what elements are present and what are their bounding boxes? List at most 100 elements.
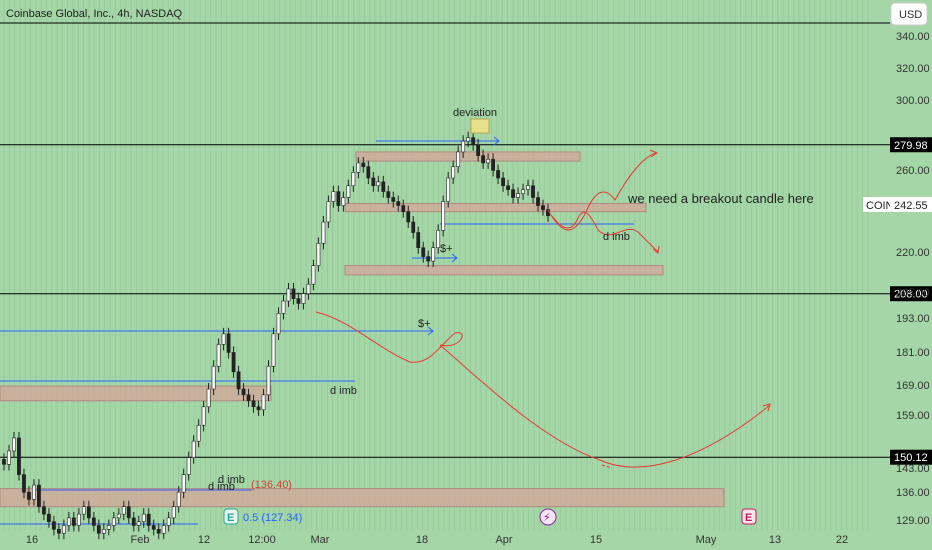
- deviation-label: deviation: [453, 107, 497, 119]
- x-tick-label: Mar: [311, 534, 330, 546]
- candle-body: [341, 197, 346, 206]
- candle-body: [511, 189, 515, 198]
- candle-body: [246, 394, 251, 402]
- projection-dashed-path: [601, 464, 613, 469]
- blue-arrow-upper: [493, 136, 500, 146]
- candle-body: [27, 491, 31, 500]
- candle-body: [56, 529, 61, 534]
- candle-body: [206, 388, 211, 408]
- x-tick-label: 12:00: [248, 534, 276, 546]
- level-box-279.98: [890, 137, 932, 153]
- candle-body: [166, 517, 171, 526]
- candle-body: [12, 437, 16, 452]
- low-zone: [344, 265, 664, 276]
- candle-body: [361, 162, 366, 167]
- flash-icon: [539, 508, 557, 526]
- y-tick-label: 260.00: [896, 165, 930, 177]
- x-tick-label: Feb: [131, 534, 150, 546]
- candle-body: [306, 283, 311, 295]
- candle-body: [326, 201, 331, 223]
- liq-upper-label: $+: [440, 243, 453, 255]
- candle-body: [91, 517, 96, 526]
- candle-body: [201, 406, 206, 426]
- candle-body: [116, 513, 121, 519]
- blue-arrow-low: [451, 253, 458, 263]
- candle-body: [37, 484, 41, 508]
- candle-body: [486, 158, 491, 164]
- currency-button[interactable]: USD: [890, 2, 928, 26]
- candle-body: [161, 525, 166, 534]
- candle-body: [76, 513, 81, 526]
- candle-body: [186, 457, 191, 475]
- candle-body: [236, 371, 241, 390]
- candle-body: [406, 211, 411, 223]
- candle-body: [316, 243, 321, 266]
- candle-body: [241, 388, 246, 396]
- candle-body: [7, 450, 11, 465]
- candle-body: [366, 166, 371, 179]
- projection-up-path: [547, 152, 657, 231]
- candle-body: [276, 313, 281, 335]
- annotations: deviation we need a breakout candle here…: [208, 107, 814, 526]
- x-tick-label: 15: [590, 534, 602, 546]
- candle-body: [421, 247, 426, 257]
- projection-main-path: [315, 311, 771, 468]
- candle-body: [436, 230, 441, 249]
- candle-body: [71, 517, 76, 526]
- fib-label: 0.5 (127.34): [243, 512, 302, 524]
- candle-body: [191, 440, 196, 458]
- top-zone: [355, 151, 581, 162]
- candle-body: [471, 137, 476, 146]
- earnings-icon-1-label: E: [227, 512, 234, 524]
- x-tick-label: 22: [836, 534, 848, 546]
- candle-body: [506, 185, 510, 190]
- candle-body: [196, 424, 201, 442]
- candle-body: [226, 333, 231, 353]
- y-tick-label: 193.00: [896, 313, 930, 325]
- symbol-tag-text: COIN: [866, 200, 894, 212]
- x-tick-label: Apr: [495, 534, 512, 546]
- candle-body: [291, 288, 296, 299]
- y-tick-label: 320.00: [896, 63, 930, 75]
- candle-body: [17, 437, 21, 475]
- y-tick-label: 159.00: [896, 410, 930, 422]
- candle-body: [371, 177, 376, 187]
- candle-body: [52, 521, 56, 530]
- candle-body: [516, 193, 520, 198]
- candle-body: [311, 265, 316, 285]
- candle-body: [101, 529, 106, 534]
- chart-grid: [3, 0, 869, 530]
- level-text-150.12: 150.12: [894, 452, 928, 464]
- candle-body: [281, 300, 286, 314]
- blue-arrow-march: [427, 326, 434, 336]
- candle-body: [461, 140, 466, 153]
- d-imb-upper-label: d imb: [603, 231, 630, 243]
- candle-body: [146, 513, 151, 526]
- candle-body: [446, 177, 451, 202]
- candle-body: [32, 484, 36, 500]
- candle-body: [396, 201, 401, 206]
- candle-body: [381, 181, 386, 192]
- level-box-208.00: [890, 286, 932, 302]
- candle-body: [476, 144, 481, 156]
- projection-main-arrowhead: [762, 403, 771, 412]
- candle-body: [256, 406, 261, 411]
- projection-paths: [315, 149, 771, 469]
- y-tick-label: 181.00: [896, 347, 930, 359]
- y-tick-label: 169.00: [896, 380, 930, 392]
- d-imb-low2-label: d imb: [208, 481, 235, 493]
- imbalance-zones: [0, 151, 725, 508]
- candle-body: [216, 344, 221, 367]
- candle-body: [181, 474, 186, 493]
- candle-body: [131, 517, 136, 526]
- x-tick-label: 16: [26, 534, 38, 546]
- x-tick-label: 18: [416, 534, 428, 546]
- y-tick-label: 205.00: [896, 287, 930, 299]
- candle-body: [416, 232, 421, 249]
- candle-body: [521, 189, 525, 194]
- earnings-icon-2: [741, 508, 757, 525]
- candle-body: [141, 513, 146, 522]
- candle-body: [386, 191, 391, 198]
- symbol-tag-box: [863, 197, 890, 212]
